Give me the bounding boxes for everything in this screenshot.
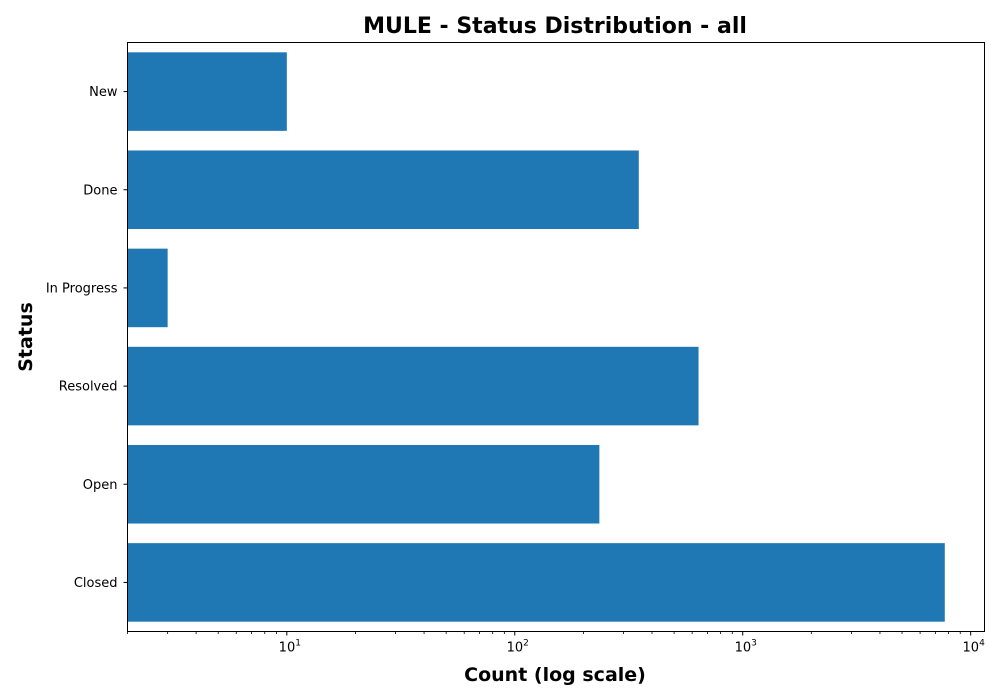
y-tick-label: Resolved — [59, 380, 118, 395]
x-tick-label: 103 — [735, 639, 757, 656]
x-tick-label: 102 — [507, 639, 529, 656]
y-tick-label: Closed — [74, 576, 118, 591]
y-axis-label: Status — [15, 302, 37, 372]
y-tick-label: In Progress — [46, 281, 118, 296]
y-axis-ticks: New Done In Progress Resolved Open Closed — [46, 85, 128, 591]
x-tick-label: 104 — [963, 639, 986, 656]
plot-frame — [127, 42, 985, 632]
bar-closed — [127, 543, 945, 622]
bar-open — [127, 444, 600, 524]
x-axis-ticks: 101 102 103 104 — [127, 631, 986, 656]
bar-done — [127, 150, 639, 230]
bars-group — [127, 52, 945, 622]
bar-in-progress — [127, 248, 168, 328]
bar-new — [127, 52, 287, 131]
y-tick-label: Done — [83, 183, 117, 198]
x-axis-label: Count (log scale) — [464, 664, 646, 686]
y-tick-label: Open — [83, 478, 118, 493]
y-tick-label: New — [89, 85, 118, 100]
bar-resolved — [127, 346, 699, 426]
x-tick-label: 101 — [279, 639, 301, 656]
chart-title: MULE - Status Distribution - all — [363, 14, 747, 39]
